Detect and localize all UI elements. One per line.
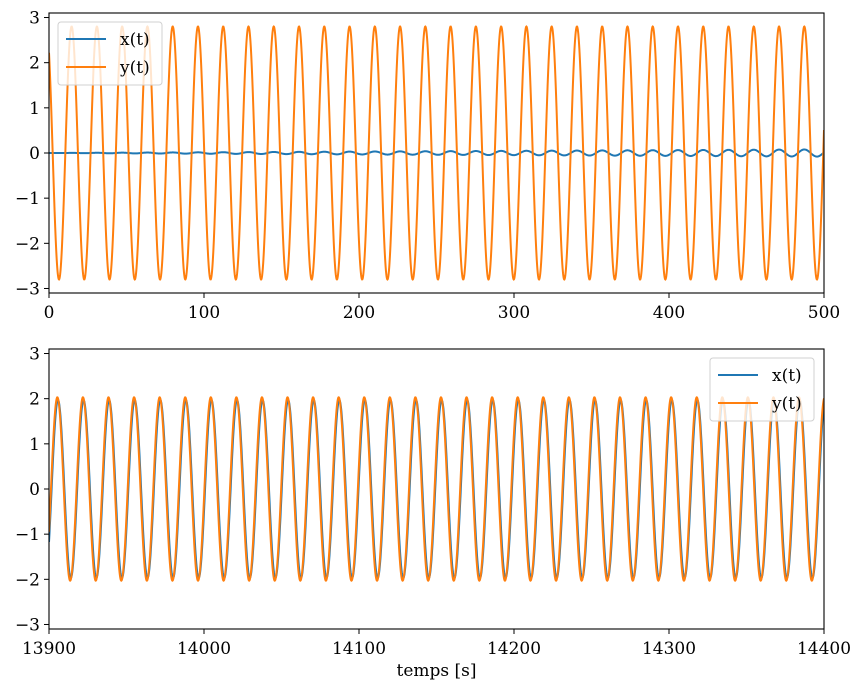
legend-box	[709, 357, 815, 422]
legend: x(t) y(t)	[709, 357, 815, 422]
y-tick-label: 0	[29, 480, 40, 500]
y-tick-label: 3	[29, 9, 40, 29]
y-tick-label: −2	[15, 234, 40, 254]
series-line-xt	[49, 148, 824, 158]
y-tick-label: 1	[29, 99, 40, 119]
x-tick-label: 14400	[797, 639, 851, 659]
x-tick-label: 0	[44, 303, 55, 323]
y-tick-label: −1	[15, 525, 40, 545]
x-tick-label: 14100	[332, 639, 386, 659]
legend: x(t) y(t)	[57, 21, 163, 86]
y-tick-label: 0	[29, 144, 40, 164]
y-tick-label: −3	[15, 615, 40, 635]
series-line-yt	[49, 396, 824, 582]
x-tick-label: 14300	[642, 639, 696, 659]
legend-box	[57, 21, 163, 86]
x-tick-label: 14200	[487, 639, 541, 659]
axes-1: 0 100 200 300 400 500 3 2 1 0 −1 −2 −3 x(t) y(t)	[15, 9, 840, 323]
legend-label: x(t)	[772, 366, 802, 386]
x-tick-label: 200	[343, 303, 375, 323]
y-tick-label: −3	[15, 279, 40, 299]
x-tick-label: 500	[808, 303, 840, 323]
legend-label: y(t)	[119, 58, 150, 78]
x-axis-label: temps [s]	[396, 661, 476, 681]
x-tick-label: 100	[188, 303, 220, 323]
x-tick-label: 400	[653, 303, 685, 323]
x-tick-label: 13900	[22, 639, 76, 659]
x-tick-label: 300	[498, 303, 530, 323]
y-tick-label: −1	[15, 189, 40, 209]
y-tick-label: 3	[29, 345, 40, 365]
y-tick-label: 2	[29, 54, 40, 74]
y-tick-label: 1	[29, 435, 40, 455]
axes-2: 13900 14000 14100 14200 14300 14400 3 2 1 0 −1 −2 −3…	[15, 345, 851, 681]
y-tick-label: −2	[15, 570, 40, 590]
y-tick-label: 2	[29, 390, 40, 410]
x-tick-label: 14000	[177, 639, 231, 659]
series-line-yt	[49, 25, 824, 281]
legend-label: x(t)	[120, 30, 150, 50]
legend-label: y(t)	[771, 394, 802, 414]
